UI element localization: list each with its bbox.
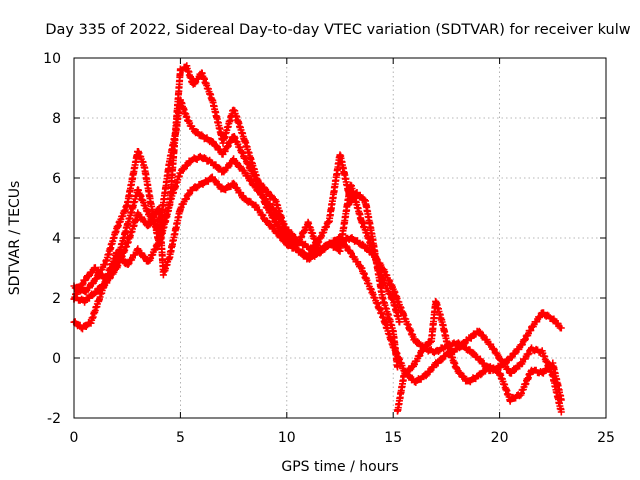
y-tick-label: 4 — [52, 231, 61, 247]
series-day-4 — [70, 152, 565, 416]
y-tick-label: 8 — [52, 111, 61, 127]
y-tick-label: 0 — [52, 351, 61, 367]
series-day-2 — [70, 96, 404, 326]
x-tick-label: 25 — [597, 430, 615, 446]
series-day-1 — [70, 62, 401, 371]
series-markers — [70, 62, 401, 371]
axis-ticks: 0 5 10 15 20 25 -2 0 2 4 6 8 10 — [43, 51, 615, 446]
y-tick-label: 10 — [43, 51, 61, 67]
series-markers — [394, 297, 565, 415]
x-tick-label: 10 — [278, 430, 296, 446]
x-tick-label: 20 — [491, 430, 509, 446]
x-tick-label: 5 — [176, 430, 185, 446]
plot-frame — [73, 57, 607, 419]
y-tick-label: 6 — [52, 171, 61, 187]
y-tick-label: -2 — [47, 411, 61, 427]
y-tick-label: 2 — [52, 291, 61, 307]
data-markers — [70, 62, 565, 416]
series-day-5 — [394, 297, 565, 415]
series-markers — [70, 152, 565, 416]
x-tick-label: 0 — [70, 430, 79, 446]
chart-title: Day 335 of 2022, Sidereal Day-to-day VTE… — [45, 22, 630, 38]
x-tick-label: 15 — [384, 430, 402, 446]
series-markers — [70, 96, 404, 326]
y-axis-label: SDTVAR / TECUs — [7, 181, 23, 296]
x-axis-label: GPS time / hours — [281, 459, 398, 475]
